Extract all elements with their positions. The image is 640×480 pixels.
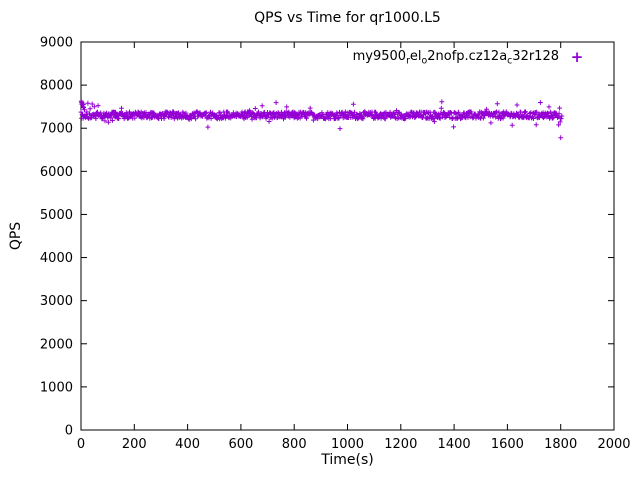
- scatter-points: [78, 98, 565, 141]
- plot-border: [80, 41, 615, 431]
- y-tick-label: 0: [65, 424, 73, 439]
- x-tick-label: 2000: [597, 437, 630, 452]
- legend-label: my9500relo2nofp.cz12ac32r128: [352, 49, 559, 67]
- x-tick-label: 600: [228, 437, 253, 452]
- x-tick-label: 1000: [331, 437, 364, 452]
- x-axis-label: Time(s): [321, 452, 374, 468]
- y-tick-label: 2000: [40, 337, 73, 352]
- y-tick-label: 5000: [40, 208, 73, 223]
- x-tick-label: 400: [175, 437, 200, 452]
- x-tick-label: 200: [122, 437, 147, 452]
- chart-title: QPS vs Time for qr1000.L5: [254, 10, 441, 26]
- y-tick-label: 3000: [40, 294, 73, 309]
- y-tick-label: 1000: [40, 380, 73, 395]
- x-tick-label: 800: [282, 437, 307, 452]
- y-axis-label: QPS: [8, 221, 24, 251]
- plus-marker-icon: +: [570, 48, 584, 67]
- x-tick-label: 1600: [491, 437, 524, 452]
- legend: my9500relo2nofp.cz12ac32r128 +: [353, 49, 585, 67]
- y-tick-label: 8000: [40, 79, 73, 94]
- y-tick-label: 9000: [40, 36, 73, 51]
- y-tick-label: 7000: [40, 122, 73, 137]
- y-tick-label: 4000: [40, 251, 73, 266]
- y-tick-label: 6000: [40, 165, 73, 180]
- x-tick-label: 1800: [544, 437, 577, 452]
- x-tick-label: 1400: [438, 437, 471, 452]
- x-tick-label: 1200: [384, 437, 417, 452]
- x-tick-label: 0: [77, 437, 85, 452]
